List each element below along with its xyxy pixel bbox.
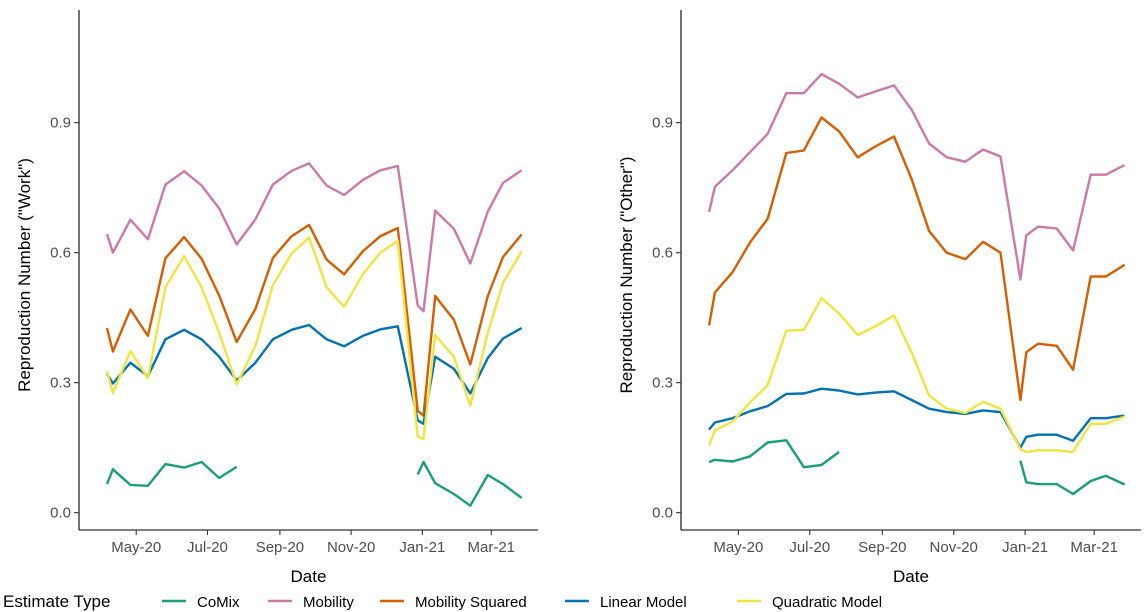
y-tick-label: 0.3	[652, 375, 673, 392]
x-tick-label: Nov-20	[327, 539, 375, 556]
x-tick-label: Jan-21	[399, 539, 445, 556]
series-line-mobility	[105, 162, 523, 313]
legend-label-quadratic-model: Quadratic Model	[772, 594, 882, 611]
y-tick-label: 0.6	[50, 245, 71, 262]
x-tick-label: Mar-21	[468, 539, 516, 556]
y-axis-title: Reproduction Number ("Other")	[617, 157, 636, 394]
x-axis-title: Date	[291, 567, 327, 586]
x-tick-label: Jul-20	[789, 539, 830, 556]
series-line-linear-model	[105, 323, 523, 425]
x-tick-label: Jan-21	[1002, 539, 1048, 556]
y-tick-label: 0.0	[50, 505, 71, 522]
x-tick-label: May-20	[111, 539, 161, 556]
series-line-quadratic-model	[707, 297, 1126, 454]
x-tick-label: Jul-20	[187, 539, 228, 556]
x-axis-title: Date	[893, 567, 929, 586]
series-line-mobility	[707, 72, 1126, 281]
series-line-mobility-squared	[707, 116, 1126, 402]
series-line-quadratic-model	[105, 236, 523, 441]
y-tick-label: 0.6	[652, 245, 673, 262]
y-tick-label: 0.9	[50, 115, 71, 132]
legend-label-comix: CoMix	[197, 594, 240, 611]
legend-label-mobility-squared: Mobility Squared	[415, 594, 527, 611]
panel-work: 0.0 0.3 0.6 0.9 May-20 Jul-20 Sep-20 Nov-20 Jan-…	[15, 10, 538, 586]
y-tick-label: 0.9	[652, 115, 673, 132]
y-tick-label: 0.0	[652, 505, 673, 522]
y-axis-title: Reproduction Number ("Work")	[15, 158, 34, 392]
panel-other: 0.0 0.3 0.6 0.9 May-20 Jul-20 Sep-20 Nov-20 Jan-…	[617, 10, 1141, 586]
x-tick-label: Sep-20	[256, 539, 304, 556]
series-line-linear-model	[708, 387, 1125, 449]
x-tick-label: Mar-21	[1070, 539, 1118, 556]
series-line-comix	[708, 439, 1126, 496]
legend-label-mobility: Mobility	[303, 594, 354, 611]
x-tick-label: Nov-20	[930, 539, 978, 556]
legend: Estimate Type CoMix Mobility Mobility Squar…	[3, 592, 882, 611]
y-tick-label: 0.3	[50, 375, 71, 392]
series-line-mobility-squared	[105, 223, 523, 417]
legend-label-linear-model: Linear Model	[600, 594, 687, 611]
legend-title: Estimate Type	[3, 592, 110, 611]
x-tick-label: May-20	[713, 539, 763, 556]
x-tick-label: Sep-20	[858, 539, 906, 556]
series-line-comix	[105, 460, 523, 507]
